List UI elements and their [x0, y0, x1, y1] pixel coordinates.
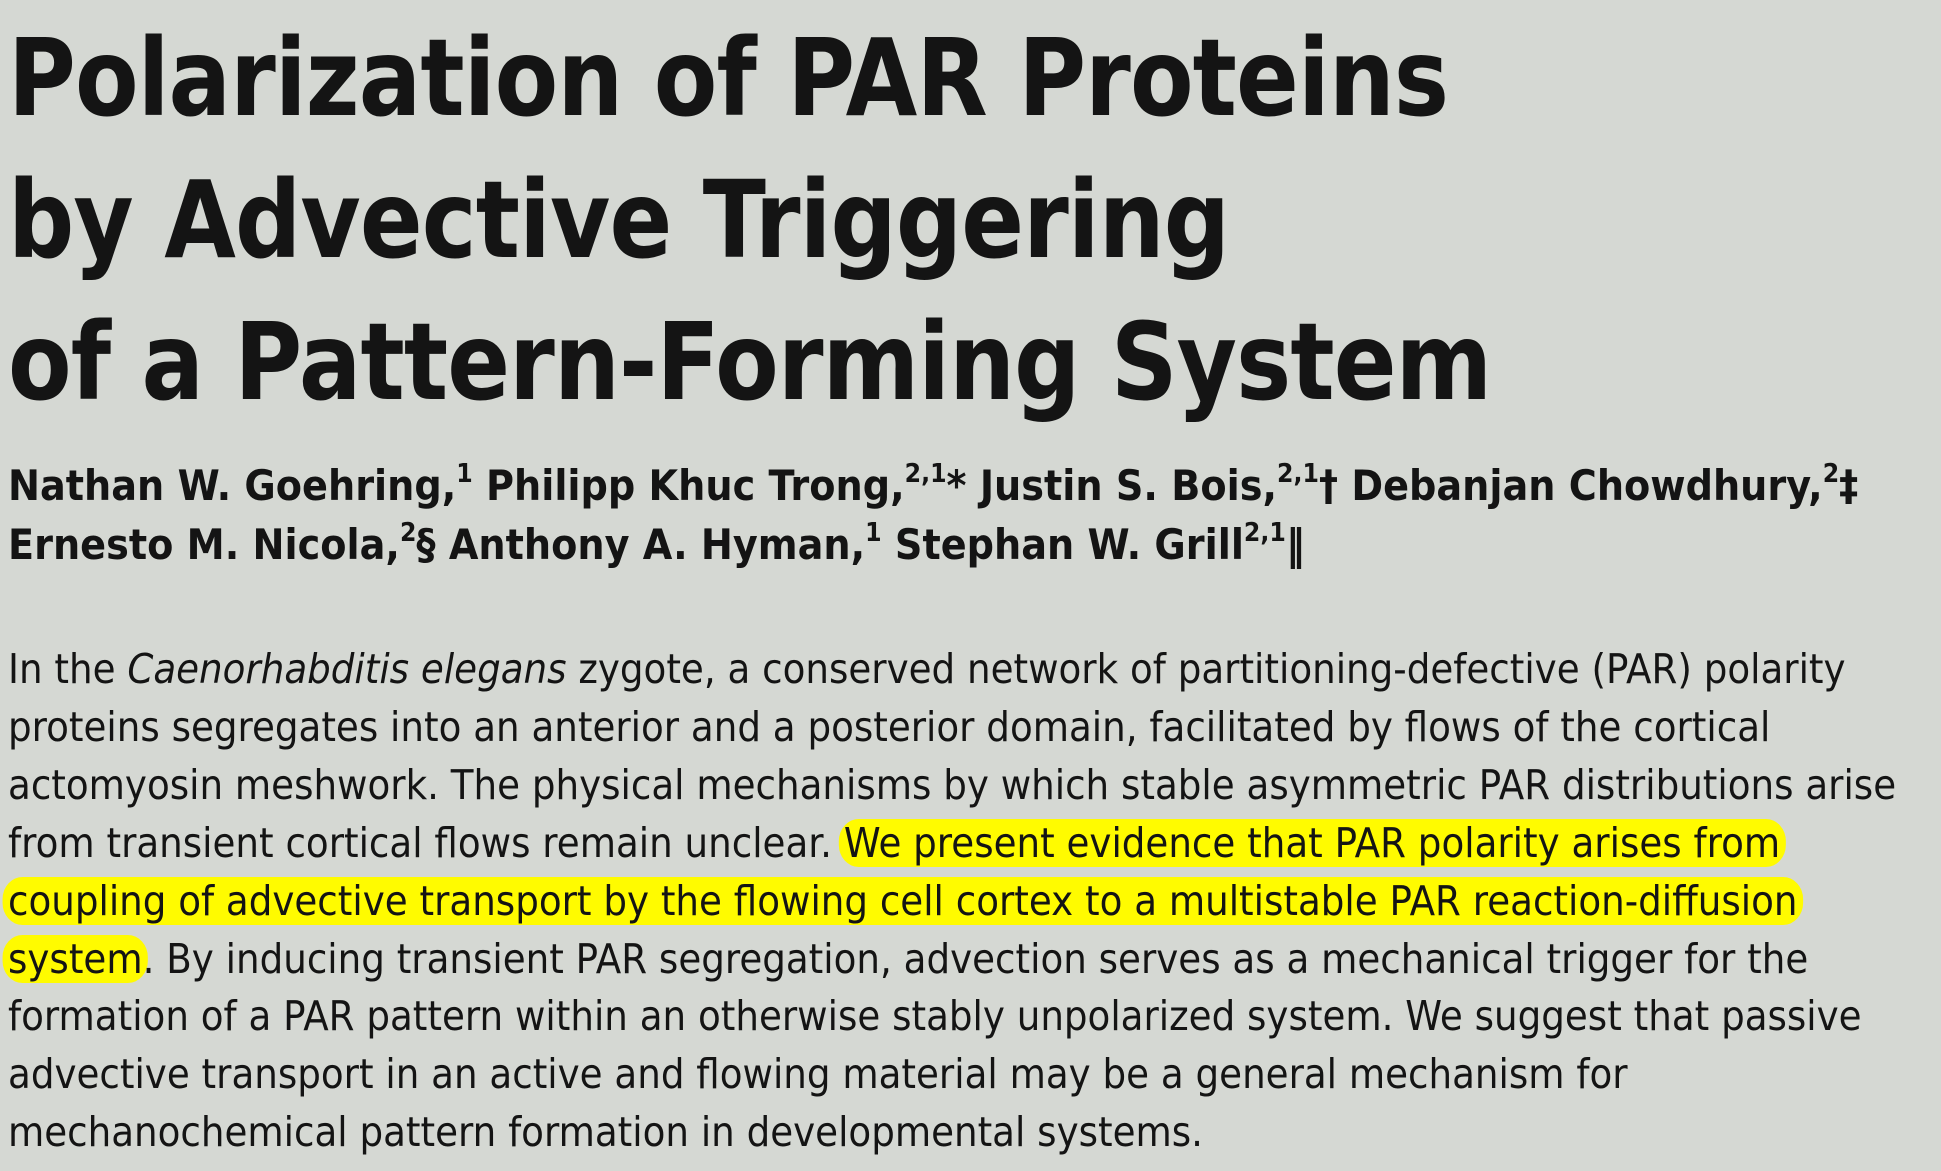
title-line: of a Pattern-Forming System — [8, 301, 1492, 425]
abstract-line: proteins segregates into an anterior and… — [8, 702, 1771, 751]
author-affiliation: 2 — [399, 518, 417, 548]
highlighted-text: coupling of advective transport by the f… — [2, 876, 1803, 925]
abstract-line: coupling of advective transport by the f… — [2, 873, 1896, 931]
author-name: Anthony A. Hyman, — [448, 520, 866, 569]
author-name: Philipp Khuc Trong, — [486, 461, 905, 510]
author-name: Stephan W. Grill — [894, 520, 1244, 569]
author-list: Nathan W. Goehring,1 Philipp Khuc Trong,… — [8, 456, 1858, 574]
abstract: In the Caenorhabditis elegans zygote, a … — [2, 641, 1897, 1162]
author-name: Nathan W. Goehring, — [8, 461, 457, 510]
author-line: Ernesto M. Nicola,2§ Anthony A. Hyman,1 … — [8, 515, 1858, 574]
author-affiliation: 2,1 — [904, 459, 947, 489]
abstract-line: advective transport in an active and flo… — [8, 1050, 1628, 1099]
abstract-text: zygote, a conserved network of partition… — [566, 645, 1846, 693]
author-affiliation: 2,1 — [1277, 459, 1319, 489]
title-line: by Advective Triggering — [8, 159, 1230, 283]
author-footnote-mark: † — [1318, 461, 1339, 510]
title-line: Polarization of PAR Proteins — [8, 17, 1449, 141]
abstract-text: . By inducing transient PAR segregation,… — [142, 934, 1809, 983]
author-name: Justin S. Bois, — [979, 461, 1278, 510]
abstract-line: In the Caenorhabditis elegans zygote, a … — [8, 641, 1896, 699]
abstract-line: system. By inducing transient PAR segreg… — [2, 931, 1896, 989]
abstract-line: from transient cortical flows remain unc… — [8, 815, 1896, 873]
author-name: Ernesto M. Nicola, — [8, 520, 400, 569]
author-affiliation: 1 — [865, 518, 882, 548]
highlighted-text: We present evidence that PAR polarity ar… — [838, 818, 1786, 867]
author-affiliation: 2,1 — [1243, 518, 1286, 548]
author-footnote-mark: § — [416, 520, 436, 569]
abstract-text: In the — [8, 645, 128, 693]
species-name: Caenorhabditis elegans — [127, 645, 567, 693]
author-affiliation: 2 — [1822, 459, 1840, 489]
author-name: Debanjan Chowdhury, — [1351, 461, 1823, 510]
paper-title: Polarization of PAR Proteins by Advectiv… — [8, 8, 1492, 434]
author-affiliation: 1 — [456, 459, 473, 489]
abstract-line: mechanochemical pattern formation in dev… — [8, 1108, 1203, 1157]
author-line: Nathan W. Goehring,1 Philipp Khuc Trong,… — [8, 456, 1858, 515]
author-footnote-mark: ‖ — [1285, 520, 1305, 569]
author-footnote-mark: ‡ — [1839, 461, 1859, 510]
abstract-text: from transient cortical flows remain unc… — [8, 818, 844, 867]
highlighted-text: system — [2, 934, 149, 983]
abstract-line: actomyosin meshwork. The physical mechan… — [8, 760, 1897, 809]
author-footnote-mark: * — [946, 461, 967, 510]
abstract-line: formation of a PAR pattern within an oth… — [8, 992, 1862, 1041]
